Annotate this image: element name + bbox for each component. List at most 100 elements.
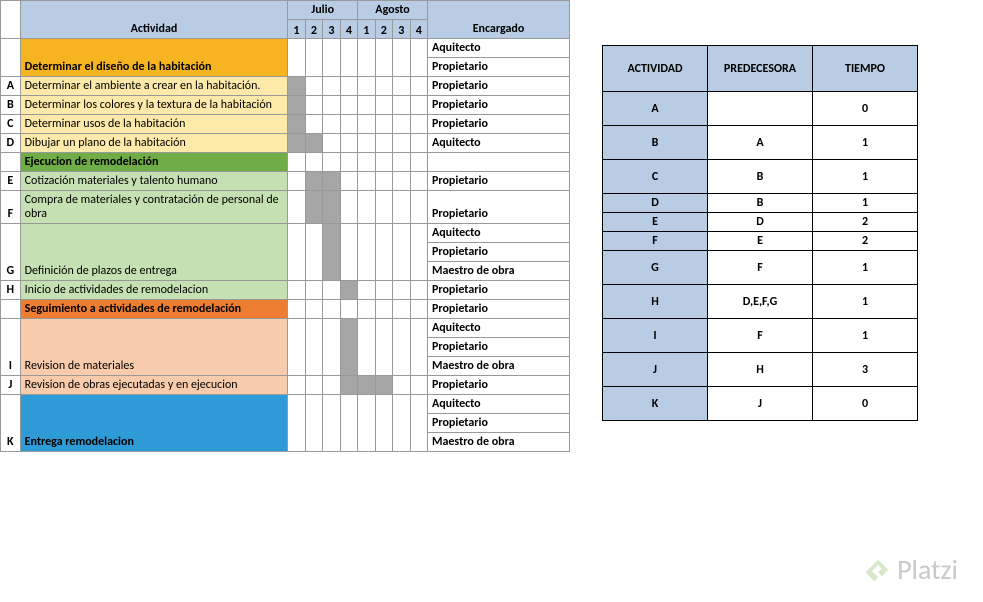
schedule-cell-activity: F <box>603 232 708 251</box>
gantt-week-cell <box>305 153 322 172</box>
gantt-row-responsible: Propietario <box>427 172 569 191</box>
gantt-row-activity: Cotización materiales y talento humano <box>20 172 288 191</box>
gantt-week-cell <box>305 224 322 281</box>
gantt-week-cell <box>323 281 340 300</box>
gantt-row-responsible: Propietario <box>427 376 569 395</box>
gantt-week-cell <box>305 319 322 376</box>
gantt-week-cell <box>323 376 340 395</box>
gantt-row-activity: Determinar el ambiente a crear en la hab… <box>20 77 288 96</box>
gantt-week-cell <box>358 300 375 319</box>
gantt-row: JRevision de obras ejecutadas y en ejecu… <box>1 376 570 395</box>
schedule-cell-activity: E <box>603 213 708 232</box>
schedule-row: KJ0 <box>603 387 918 421</box>
gantt-row-responsible: Propietario <box>427 414 569 433</box>
gantt-week-cell <box>393 77 410 96</box>
gantt-week-cell <box>358 77 375 96</box>
gantt-header-month-july: Julio <box>288 1 358 20</box>
gantt-row: Seguimiento a actividades de remodelació… <box>1 300 570 319</box>
gantt-week-cell <box>358 319 375 376</box>
schedule-cell-predecessor: F <box>708 319 813 353</box>
gantt-week-cell <box>340 281 357 300</box>
gantt-week-cell <box>375 134 392 153</box>
gantt-row-letter: B <box>1 96 21 115</box>
gantt-row: BDeterminar los colores y la textura de … <box>1 96 570 115</box>
gantt-row: CDeterminar usos de la habitaciónPropiet… <box>1 115 570 134</box>
gantt-week-cell <box>288 96 305 115</box>
gantt-week-cell <box>323 115 340 134</box>
sched-header-activity: ACTIVIDAD <box>603 46 708 92</box>
gantt-week-cell <box>358 39 375 77</box>
schedule-row: GF1 <box>603 251 918 285</box>
gantt-week-cell <box>375 395 392 452</box>
gantt-row-letter <box>1 153 21 172</box>
gantt-row: ADeterminar el ambiente a crear en la ha… <box>1 77 570 96</box>
platzi-icon <box>863 556 891 584</box>
gantt-row: HInicio de actividades de remodelacionPr… <box>1 281 570 300</box>
schedule-cell-activity: H <box>603 285 708 319</box>
gantt-week-cell <box>375 115 392 134</box>
gantt-row-letter: A <box>1 77 21 96</box>
gantt-week-cell <box>340 153 357 172</box>
gantt-week-cell <box>323 39 340 77</box>
schedule-cell-time: 0 <box>813 92 918 126</box>
gantt-week-cell <box>375 224 392 281</box>
gantt-row-responsible: Maestro de obra <box>427 357 569 376</box>
gantt-row-responsible: Propietario <box>427 300 569 319</box>
schedule-table: ACTIVIDAD PREDECESORA TIEMPO A0BA1CB1DB1… <box>602 45 918 421</box>
gantt-row-letter: K <box>1 395 21 452</box>
gantt-row-responsible: Aquitecto <box>427 319 569 338</box>
gantt-week-cell <box>323 395 340 452</box>
gantt-week-cell <box>305 77 322 96</box>
gantt-week-cell <box>323 172 340 191</box>
gantt-week-cell <box>323 134 340 153</box>
gantt-week-cell <box>340 224 357 281</box>
gantt-row-responsible: Aquitecto <box>427 395 569 414</box>
gantt-week-cell <box>288 376 305 395</box>
gantt-week-cell <box>305 300 322 319</box>
gantt-row-activity: Inicio de actividades de remodelacion <box>20 281 288 300</box>
schedule-cell-predecessor <box>708 92 813 126</box>
schedule-cell-activity: G <box>603 251 708 285</box>
gantt-row-letter: I <box>1 319 21 376</box>
gantt-week-cell <box>375 77 392 96</box>
gantt-week-cell <box>340 191 357 224</box>
schedule-cell-time: 1 <box>813 319 918 353</box>
gantt-row: ECotización materiales y talento humano P… <box>1 172 570 191</box>
gantt-header-week-0: 1 <box>288 20 305 39</box>
gantt-row: DDibujar un plano de la habitaciónAquite… <box>1 134 570 153</box>
gantt-row-activity: Determinar el diseño de la habitación <box>20 39 288 77</box>
gantt-week-cell <box>375 172 392 191</box>
gantt-week-cell <box>288 172 305 191</box>
gantt-week-cell <box>410 224 427 281</box>
gantt-row-activity: Compra de materiales y contratación de p… <box>20 191 288 224</box>
schedule-row: FE2 <box>603 232 918 251</box>
schedule-cell-predecessor: D,E,F,G <box>708 285 813 319</box>
gantt-row: GDefinición de plazos de entregaAquitect… <box>1 224 570 243</box>
gantt-week-cell <box>358 376 375 395</box>
gantt-row-letter <box>1 39 21 77</box>
gantt-row-responsible: Propietario <box>427 96 569 115</box>
gantt-week-cell <box>410 153 427 172</box>
gantt-week-cell <box>358 395 375 452</box>
gantt-row-responsible: Aquitecto <box>427 39 569 58</box>
gantt-week-cell <box>305 376 322 395</box>
gantt-row-activity: Dibujar un plano de la habitación <box>20 134 288 153</box>
gantt-header-week-7: 4 <box>410 20 427 39</box>
gantt-week-cell <box>340 115 357 134</box>
sched-header-time: TIEMPO <box>813 46 918 92</box>
gantt-week-cell <box>410 172 427 191</box>
gantt-week-cell <box>375 376 392 395</box>
schedule-cell-time: 1 <box>813 160 918 194</box>
gantt-week-cell <box>288 395 305 452</box>
gantt-week-cell <box>323 300 340 319</box>
gantt-week-cell <box>305 191 322 224</box>
gantt-week-cell <box>393 96 410 115</box>
gantt-week-cell <box>340 39 357 77</box>
gantt-week-cell <box>288 153 305 172</box>
gantt-row: Ejecucion de remodelación <box>1 153 570 172</box>
schedule-row: DB1 <box>603 194 918 213</box>
gantt-header-week-2: 3 <box>323 20 340 39</box>
gantt-week-cell <box>323 224 340 281</box>
schedule-row: HD,E,F,G1 <box>603 285 918 319</box>
gantt-row-letter: E <box>1 172 21 191</box>
